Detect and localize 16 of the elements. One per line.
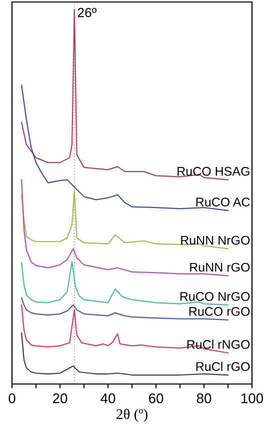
x-tick-label: 20: [52, 393, 68, 404]
series-label: RuCO NrGO: [180, 292, 250, 301]
x-tick-label: 80: [196, 393, 212, 404]
x-tick-label: 40: [100, 393, 116, 404]
series-label: RuNN NrGO: [181, 236, 250, 245]
series-label: RuCl rNGO: [187, 340, 250, 349]
series-label: RuCl rGO: [196, 362, 250, 371]
series-label: RuCO AC: [196, 198, 250, 206]
x-axis-title: 2θ (º): [116, 408, 148, 422]
ref-line-label: 26º: [78, 8, 97, 18]
x-tick-label: 0: [8, 393, 16, 404]
series-label: RuCO HSAG: [178, 166, 250, 176]
series-label: RuCO rGO: [189, 307, 250, 316]
series-label: RuNN rGO: [190, 262, 250, 272]
x-tick-label: 60: [148, 393, 164, 404]
x-tick-label: 100: [241, 393, 264, 404]
